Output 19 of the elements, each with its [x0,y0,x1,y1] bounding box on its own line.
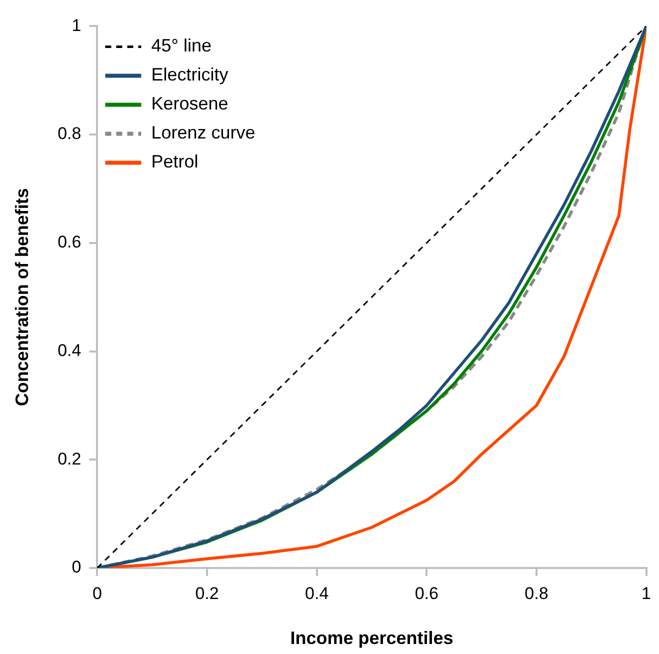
y-tick-label: 0.6 [58,232,82,252]
y-tick-label: 0.4 [58,340,82,360]
x-tick-label: 0.2 [195,584,219,603]
y-tick-label: 1 [72,16,82,35]
legend-label: 45° line [151,36,212,56]
x-tick-label: 0.6 [414,584,438,603]
y-tick-label: 0 [72,558,82,577]
legend-label: Lorenz curve [151,122,256,143]
x-tick-label: 0.8 [524,584,548,603]
y-tick-label: 0.2 [58,449,82,468]
x-tick-label: 0.4 [305,584,329,603]
y-tick-label: 0.8 [58,124,82,144]
x-tick-label: 1 [642,584,652,603]
legend-label: Electricity [151,64,228,85]
x-axis-title: Income percentiles [290,628,454,648]
x-tick-label: 0 [92,584,102,603]
legend-label: Kerosene [151,94,228,114]
legend-label: Petrol [151,152,198,172]
y-axis-title: Concentration of benefits [12,188,32,406]
